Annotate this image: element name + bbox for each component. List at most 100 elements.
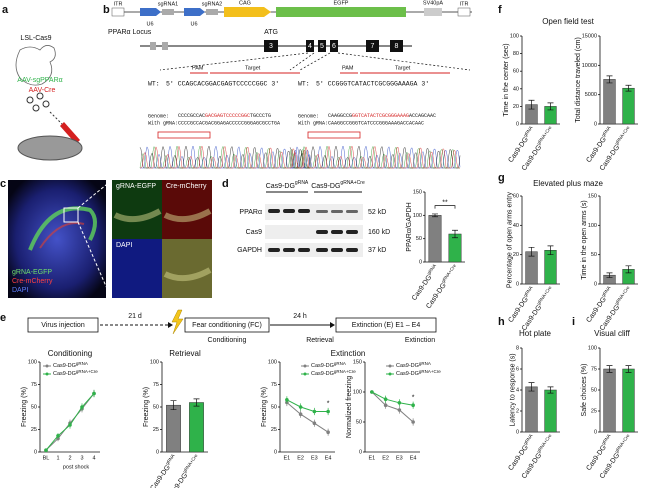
grna-seq: CAAGGCCGGGTCATCCCGGGAAAGACCACAAC bbox=[328, 120, 424, 126]
significance: * bbox=[412, 394, 415, 401]
point bbox=[397, 408, 402, 412]
size-label: 37 kD bbox=[368, 247, 386, 254]
panel-b: ITR U6 sgRNA1 U6 sgRNA2 CAG EGFP SV40pA … bbox=[108, 0, 472, 71]
chromatogram bbox=[289, 145, 461, 169]
virus bbox=[26, 96, 34, 104]
y-tick-label: 2 bbox=[516, 408, 519, 414]
point bbox=[370, 390, 374, 394]
step-label: Extinction (E) E1 – E4 bbox=[352, 322, 421, 329]
size-label: 52 kD bbox=[368, 209, 386, 216]
x-tick-label: BL bbox=[43, 455, 50, 461]
exon bbox=[390, 40, 403, 52]
x-tick-label: Cas9-DGgRNA bbox=[148, 453, 179, 488]
exon bbox=[318, 40, 326, 52]
y-tick-label: 100 bbox=[413, 213, 422, 219]
legend-label-sup: gRNA+Cre bbox=[419, 369, 441, 374]
step-box bbox=[335, 317, 437, 333]
y-tick-label: 0 bbox=[156, 449, 159, 455]
legend-label: gRNA-EGFP bbox=[12, 269, 52, 276]
y-tick-label: 40 bbox=[513, 86, 519, 92]
chart-title: Conditioning bbox=[48, 349, 92, 358]
bar bbox=[544, 389, 557, 433]
egfp bbox=[276, 7, 406, 17]
y-axis-label: Time in the open arms (s) bbox=[581, 200, 588, 280]
panel-letter: h bbox=[498, 316, 505, 328]
mouse-drawing bbox=[15, 45, 56, 86]
x-tick-label-main: Cas9-DG bbox=[599, 144, 621, 172]
point bbox=[44, 448, 48, 453]
bar bbox=[544, 250, 557, 285]
exon bbox=[366, 40, 379, 52]
bar bbox=[448, 233, 462, 263]
bands bbox=[268, 209, 358, 252]
sgrna bbox=[206, 9, 218, 15]
legend-label: DAPI bbox=[12, 287, 28, 294]
x-tick-label-main: Cas9-DG bbox=[521, 452, 543, 480]
sv40pa bbox=[424, 8, 442, 16]
series-line bbox=[371, 391, 414, 423]
x-tick-label-sup: gRNA bbox=[426, 263, 437, 276]
error-bar bbox=[528, 99, 535, 110]
x-tick-label-sup: gRNA bbox=[522, 433, 533, 446]
point bbox=[411, 420, 415, 424]
phase-label: Extinction bbox=[405, 337, 435, 344]
bar bbox=[525, 251, 538, 285]
panel-letter: g bbox=[498, 172, 505, 184]
panel-letter: i bbox=[572, 316, 575, 328]
y-tick-label: 0 bbox=[594, 121, 597, 127]
hippocampus bbox=[39, 222, 85, 249]
u6 bbox=[140, 8, 161, 16]
panel-letter: d bbox=[222, 178, 229, 190]
exon-label: 7 bbox=[371, 43, 375, 50]
x-axis-label: post shock bbox=[63, 464, 90, 470]
group-text: Cas9-DG bbox=[266, 183, 295, 190]
y-tick-label: 100 bbox=[510, 33, 519, 39]
y-axis-label: Freezing (%) bbox=[261, 387, 268, 427]
chromatogram bbox=[140, 145, 311, 169]
y-axis-label: PPARα/GAPDH bbox=[406, 202, 413, 251]
exon bbox=[264, 40, 278, 52]
syringe bbox=[60, 122, 80, 144]
x-tick-label-main: Cas9-DG bbox=[425, 282, 447, 310]
x-tick-label-sup: gRNA+Cre bbox=[536, 285, 553, 306]
pam-label: PAM bbox=[192, 65, 204, 71]
y-tick-label: 0 bbox=[359, 449, 362, 455]
y-tick-label: 25 bbox=[271, 427, 277, 433]
point bbox=[80, 405, 84, 409]
panel-e-timeline: Virus injection 21 d Fear conditioning (… bbox=[27, 309, 437, 344]
x-tick-label-sup: gRNA+Cre bbox=[440, 263, 457, 284]
exon bbox=[150, 42, 156, 50]
x-tick-label-sup: gRNA+Cre bbox=[614, 125, 631, 146]
y-tick-label: 50 bbox=[416, 236, 422, 242]
point bbox=[56, 434, 60, 438]
error-bar bbox=[606, 272, 613, 278]
panel-d: Cas9-DGgRNA Cas9-DGgRNA+Cre PPARα Cas9 G… bbox=[237, 180, 390, 257]
group-sup: gRNA+Cre bbox=[340, 180, 365, 186]
panel-a: LSL-Cas9 AAV-sgPPARα AAV-Cre bbox=[15, 35, 83, 161]
panel-title: Open field test bbox=[542, 17, 594, 26]
legend-label-sup: gRNA bbox=[334, 361, 346, 366]
inset-label: Cre-mCherry bbox=[166, 183, 207, 190]
x-tick-label-sup: gRNA bbox=[522, 285, 533, 298]
chromatogram bbox=[290, 145, 461, 169]
legend-marker bbox=[45, 372, 49, 376]
legend-label: Cas9-DGgRNA+Cre bbox=[311, 369, 356, 378]
y-tick-label: 100 bbox=[150, 359, 159, 365]
mouse-label: LSL-Cas9 bbox=[20, 35, 51, 42]
y-axis-label: Normalized freezing bbox=[346, 376, 353, 438]
point bbox=[298, 412, 303, 417]
y-tick-label: 100 bbox=[28, 359, 37, 365]
bar bbox=[525, 386, 538, 433]
exon-label: 3 bbox=[269, 43, 273, 50]
y-tick-label: 40 bbox=[513, 223, 519, 229]
chromatogram bbox=[140, 145, 310, 169]
x-tick-label-sup: gRNA bbox=[600, 285, 611, 298]
construct-label: U6 bbox=[146, 21, 153, 27]
y-tick-label: 10000 bbox=[582, 63, 597, 69]
hippocampus bbox=[28, 206, 97, 251]
chromatogram bbox=[139, 145, 311, 169]
y-tick-label: 0 bbox=[419, 259, 422, 265]
blot bbox=[265, 204, 363, 220]
legend-label: Cas9-DGgRNA bbox=[53, 361, 88, 370]
y-tick-label: 0 bbox=[274, 449, 277, 455]
